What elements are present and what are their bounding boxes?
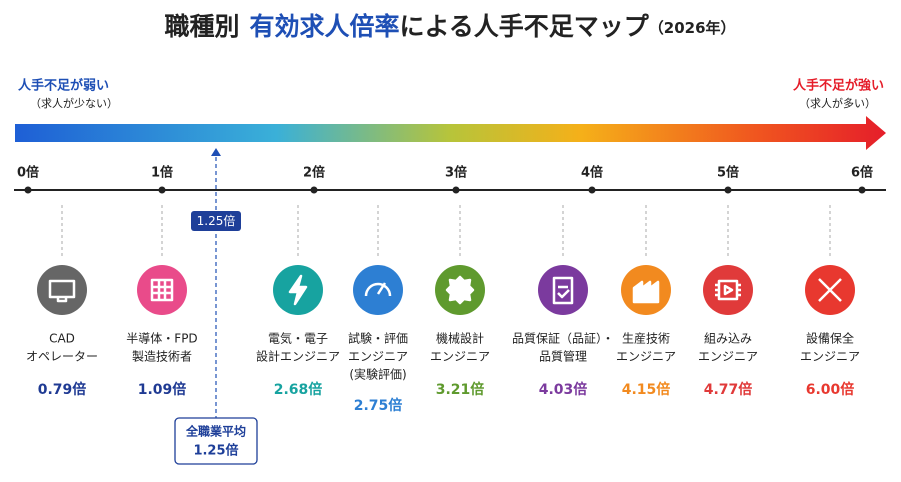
job-icon: [538, 265, 588, 315]
job-icon: [353, 265, 403, 315]
job-name: 品質管理: [539, 349, 587, 364]
icon-glyph: [445, 275, 475, 305]
job-icon: [703, 265, 753, 315]
low-label: 人手不足が弱い: [18, 78, 109, 94]
job-value: 6.00倍: [806, 381, 855, 398]
tick-label: 3倍: [445, 165, 467, 181]
job-name: 設計エンジニア: [256, 349, 340, 364]
tick-label: 2倍: [303, 165, 325, 181]
job-name: 設備保全: [806, 331, 854, 346]
title-year: （2026年）: [649, 19, 736, 37]
job-name: エンジニア: [698, 350, 758, 364]
icon-glyph: [150, 278, 174, 302]
gradient-arrow: [15, 116, 886, 150]
icon-glyph: [48, 279, 76, 303]
job-value: 3.21倍: [436, 381, 485, 398]
job-icon: [37, 265, 87, 315]
job-name: オペレーター: [26, 350, 98, 364]
tick-label: 5倍: [717, 165, 739, 181]
job-name: エンジニア: [430, 350, 490, 364]
average-label: 全職業平均: [185, 424, 246, 439]
tick-label: 6倍: [851, 165, 873, 181]
job-name: 製造技術者: [132, 350, 192, 364]
title-suffix: による人手不足マップ: [400, 12, 650, 41]
job-name: 半導体・FPD: [126, 332, 197, 346]
tick-label: 1倍: [151, 165, 173, 181]
high-note: （求人が多い）: [799, 96, 876, 110]
job-name: 品質保証（品証）・: [512, 331, 614, 346]
average-marker-box: [191, 211, 241, 231]
icon-glyph: [552, 276, 574, 305]
axis-dot: [24, 186, 32, 194]
tick-label: 0倍: [17, 165, 39, 181]
axis-dot: [310, 186, 318, 194]
job-name: 組み込み: [704, 332, 752, 346]
job-icon: [137, 265, 187, 315]
average-value: 1.25倍: [193, 443, 238, 459]
job-name: (実験評価): [349, 367, 406, 382]
average-box: [174, 417, 258, 465]
high-label: 人手不足が強い: [793, 78, 884, 94]
job-name: エンジニア: [348, 350, 408, 364]
job-value: 4.03倍: [539, 381, 588, 398]
icon-glyph: [288, 274, 308, 306]
job-name: CAD: [49, 332, 75, 346]
title: 職種別 有効求人倍率による人手不足マップ（2026年）: [164, 12, 735, 41]
job-value: 0.79倍: [38, 381, 87, 398]
job-name: 電気・電子: [268, 331, 328, 346]
icon-glyph: [715, 279, 741, 301]
average-marker: 1.25倍: [197, 213, 236, 228]
title-highlight: 有効求人倍率: [249, 12, 399, 41]
low-note: （求人が少ない）: [30, 96, 118, 110]
job-value: 1.09倍: [138, 381, 187, 398]
title-prefix: 職種別: [164, 12, 239, 41]
job-value: 2.68倍: [274, 381, 323, 398]
icon-glyph: [632, 280, 660, 304]
job-name: エンジニア: [616, 350, 676, 364]
job-value: 2.75倍: [354, 397, 403, 414]
axis-dot: [858, 186, 866, 194]
tick-label: 4倍: [581, 165, 603, 181]
job-value: 4.15倍: [622, 381, 671, 398]
job-name: 機械設計: [436, 331, 484, 346]
icon-glyph: [364, 282, 392, 297]
axis-dot: [588, 186, 596, 194]
average-arrow: [211, 148, 221, 156]
job-name: 試験・評価: [348, 331, 408, 346]
job-name: エンジニア: [800, 350, 860, 364]
job-name: 生産技術: [622, 331, 670, 346]
job-value: 4.77倍: [704, 381, 753, 398]
axis-dot: [158, 186, 166, 194]
axis-dot: [452, 186, 460, 194]
axis-dot: [724, 186, 732, 194]
icon-glyph: [818, 278, 842, 302]
